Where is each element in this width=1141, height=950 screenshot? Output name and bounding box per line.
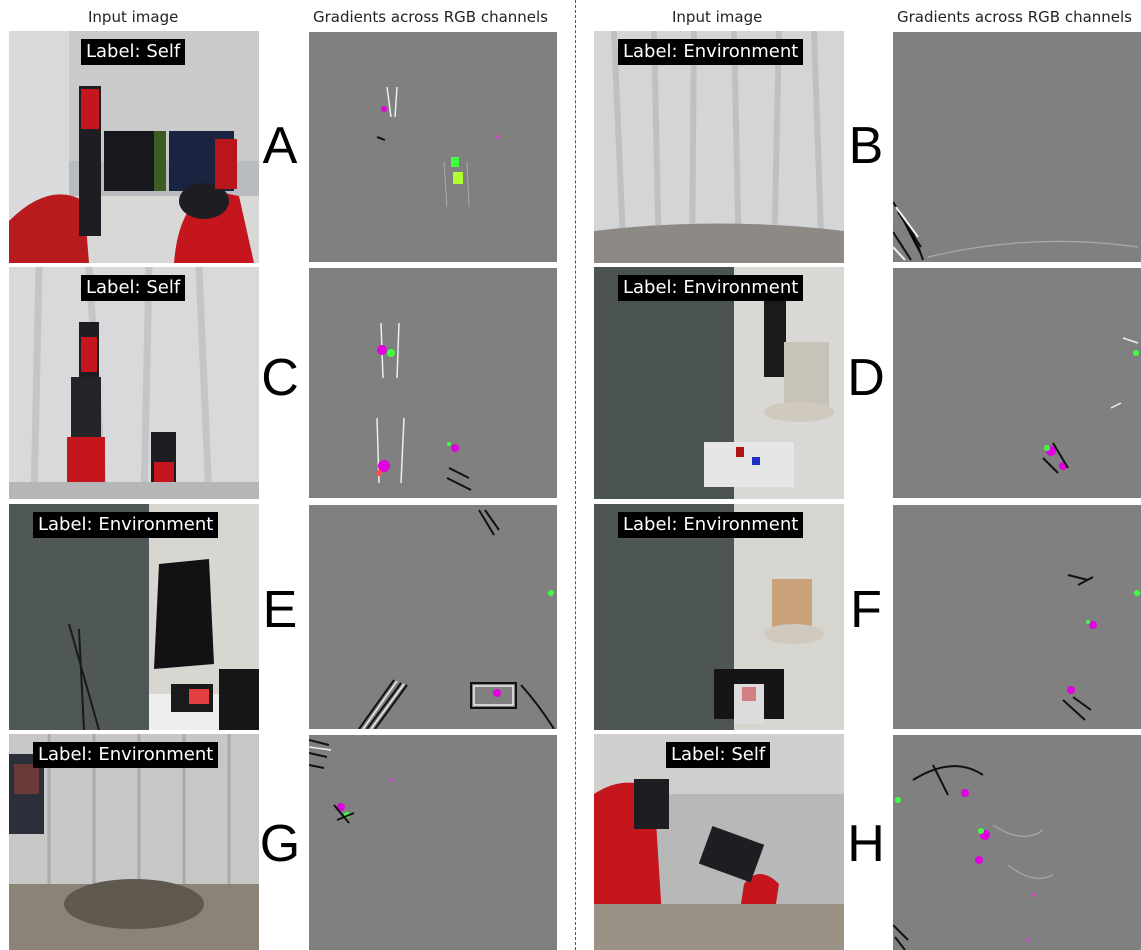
- panel-b-label: Label: Environment: [618, 39, 804, 65]
- panel-f-label: Label: Environment: [618, 512, 804, 538]
- panel-h-label: Label: Self: [666, 742, 771, 768]
- panel-c-label: Label: Self: [81, 275, 186, 301]
- panel-b-input-image: Label: Environment: [594, 31, 844, 263]
- panel-e-label: Label: Environment: [33, 512, 219, 538]
- panel-a-letter: A: [262, 117, 298, 175]
- panel-e-input-image: Label: Environment: [9, 504, 259, 730]
- panel-d-label: Label: Environment: [618, 275, 804, 301]
- panel-b-letter: B: [848, 117, 884, 175]
- right-gradients-header: Gradients across RGB channels: [897, 8, 1132, 26]
- panel-c-letter: C: [261, 349, 299, 407]
- panel-a-label: Label: Self: [81, 39, 186, 65]
- panel-e-gradient-map: [309, 505, 557, 729]
- panel-g-letter: G: [259, 815, 301, 873]
- panel-d-gradient-map: [893, 268, 1141, 498]
- panel-c-gradient-map: [309, 268, 557, 498]
- panel-f-input-image: Label: Environment: [594, 504, 844, 730]
- left-input-header: Input image: [88, 8, 179, 26]
- panel-h-letter: H: [847, 815, 885, 873]
- panel-g-gradient-map: [309, 735, 557, 950]
- panel-d-letter: D: [847, 349, 885, 407]
- panel-c-input-image: Label: Self: [9, 267, 259, 499]
- panel-a-input-image: Label: Self: [9, 31, 259, 263]
- panel-e-letter: E: [262, 581, 298, 639]
- panel-b-gradient-map: [893, 32, 1141, 262]
- panel-g-input-image: Label: Environment: [9, 734, 259, 950]
- panel-h-input-image: Label: Self: [594, 734, 844, 950]
- right-input-header: Input image: [672, 8, 763, 26]
- panel-d-input-image: Label: Environment: [594, 267, 844, 499]
- panel-a-gradient-map: [309, 32, 557, 262]
- left-gradients-header: Gradients across RGB channels: [313, 8, 548, 26]
- panel-f-letter: F: [850, 581, 882, 639]
- panel-f-gradient-map: [893, 505, 1141, 729]
- panel-divider: [575, 0, 576, 950]
- panel-h-gradient-map: [893, 735, 1141, 950]
- panel-g-label: Label: Environment: [33, 742, 219, 768]
